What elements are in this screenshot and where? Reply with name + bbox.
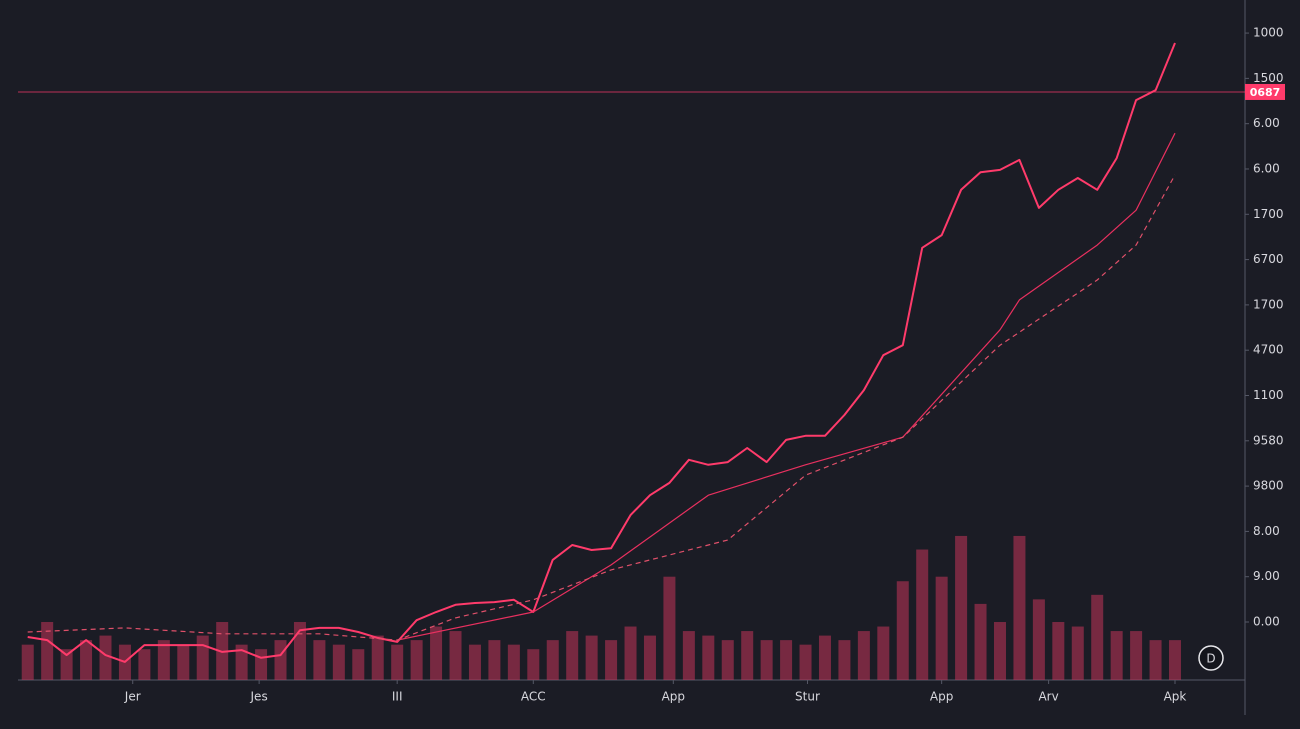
volume-bar — [1052, 622, 1065, 680]
volume-bar — [1149, 640, 1162, 680]
volume-bar — [585, 635, 598, 680]
y-tick-label: 6.00 — [1253, 161, 1280, 175]
volume-bar — [955, 535, 968, 680]
price-tag — [1245, 83, 1285, 100]
volume-bar — [702, 635, 715, 680]
y-tick-label: 9580 — [1253, 433, 1284, 447]
volume-bar — [332, 644, 345, 680]
volume-bar — [546, 640, 559, 680]
volume-bar — [896, 581, 909, 680]
x-tick-label: Arv — [1038, 690, 1058, 704]
volume-bar — [643, 635, 656, 680]
price-tag-label: 0687 — [1250, 86, 1281, 99]
volume-bar — [993, 622, 1006, 680]
volume-bar — [80, 640, 93, 680]
series-line — [27, 42, 1176, 663]
x-tick-label: App — [662, 690, 685, 704]
volume-bar — [391, 644, 404, 680]
volume-bar — [1168, 640, 1181, 680]
volume-bar — [1071, 626, 1084, 680]
y-tick-label: 1700 — [1253, 207, 1284, 221]
button[interactable]: D — [1198, 645, 1224, 671]
volume-bar — [1091, 594, 1104, 680]
y-tick-label: 6.00 — [1253, 116, 1280, 130]
volume-bar — [21, 644, 34, 680]
x-tick-label: App — [930, 690, 953, 704]
y-tick-label: 1500 — [1253, 71, 1284, 85]
volume-bar — [352, 649, 365, 680]
volume-bar — [682, 631, 695, 680]
volume-bar — [410, 640, 423, 680]
y-tick-label: 1000 — [1253, 26, 1284, 40]
volume-bar — [857, 631, 870, 680]
volume-bar — [799, 644, 812, 680]
volume-bar — [527, 649, 540, 680]
volume-bar — [138, 649, 151, 680]
y-tick-label: 1700 — [1253, 297, 1284, 311]
volume-bar — [760, 640, 773, 680]
y-tick-label: 6700 — [1253, 252, 1284, 266]
volume-bar — [721, 640, 734, 680]
x-tick-label: Stur — [795, 690, 820, 704]
series-line — [27, 174, 1176, 641]
button-label[interactable]: D — [1206, 652, 1215, 666]
volume-bar — [371, 635, 384, 680]
volume-bar — [60, 649, 73, 680]
x-tick-label: Jes — [250, 690, 268, 704]
volume-bar — [1130, 631, 1143, 680]
volume-bar — [1110, 631, 1123, 680]
volume-bar — [566, 631, 579, 680]
volume-bar — [507, 644, 520, 680]
x-tick-label: III — [392, 690, 403, 704]
volume-bar — [99, 635, 112, 680]
y-tick-label: 1100 — [1253, 388, 1284, 402]
volume-bar — [313, 640, 326, 680]
volume-bar — [1013, 535, 1026, 680]
volume-bar — [624, 626, 637, 680]
volume-bar — [41, 622, 54, 680]
volume-bar — [818, 635, 831, 680]
x-tick-label: Apk — [1164, 690, 1187, 704]
volume-bar — [780, 640, 793, 680]
volume-bar — [663, 576, 676, 680]
x-tick-label: Jer — [124, 690, 141, 704]
volume-bar — [605, 640, 618, 680]
y-tick-label: 8.00 — [1253, 524, 1280, 538]
volume-bar — [157, 640, 170, 680]
volume-bar — [838, 640, 851, 680]
volume-bar — [1032, 599, 1045, 680]
y-tick-label: 0.00 — [1253, 615, 1280, 629]
volume-bar — [741, 631, 754, 680]
volume-bar — [235, 644, 248, 680]
volume-bar — [488, 640, 501, 680]
volume-bar — [177, 644, 190, 680]
volume-bar — [449, 631, 462, 680]
y-tick-label: 9800 — [1253, 479, 1284, 493]
volume-bar — [430, 626, 443, 680]
volume-bar — [877, 626, 890, 680]
volume-bar — [935, 576, 948, 680]
volume-bar — [255, 649, 268, 680]
volume-bar — [274, 640, 287, 680]
y-tick-label: 9.00 — [1253, 569, 1280, 583]
button-circle[interactable] — [1198, 645, 1224, 671]
volume-bar — [916, 549, 929, 680]
volume-bar — [974, 603, 987, 680]
x-tick-label: ACC — [521, 690, 546, 704]
volume-bar — [468, 644, 481, 680]
volume-bar — [196, 635, 209, 680]
volume-bar — [293, 622, 306, 680]
y-tick-label: 4700 — [1253, 343, 1284, 357]
